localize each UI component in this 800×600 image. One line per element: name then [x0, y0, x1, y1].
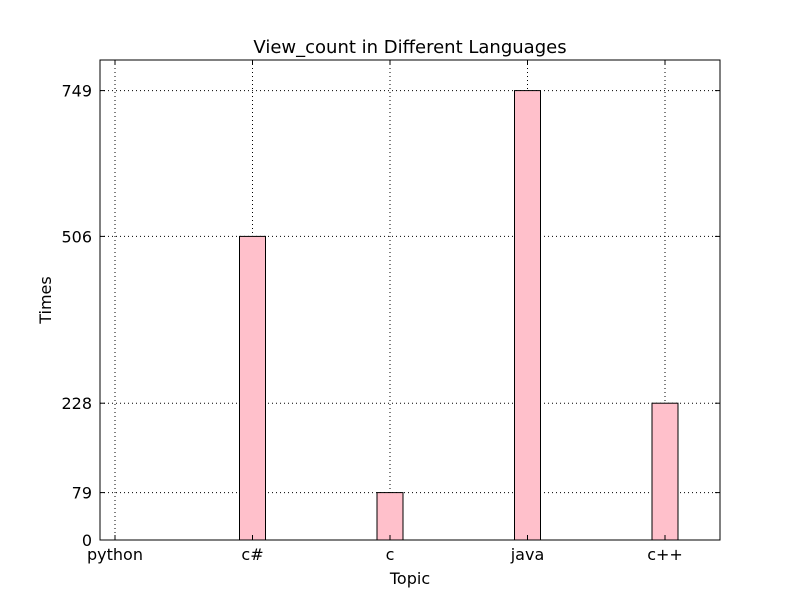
x-tick-label: java: [510, 545, 545, 564]
x-tick-label: python: [87, 545, 143, 564]
bar-c++: [651, 402, 679, 541]
x-tick-label: c++: [647, 545, 683, 564]
chart-title: View_count in Different Languages: [253, 37, 566, 58]
x-axis-label: Topic: [389, 569, 430, 588]
x-tick-label: c#: [241, 545, 263, 564]
bar-java: [514, 90, 541, 541]
bar-c#: [239, 235, 266, 541]
plot-frame: [99, 59, 721, 541]
y-tick-label: 0: [82, 531, 92, 550]
y-tick-label: 79: [72, 484, 92, 503]
ticks: python c# c java c++ 0 79 228 506 749: [61, 60, 720, 564]
y-tick-label: 228: [61, 394, 92, 413]
x-tick-label: c: [386, 545, 395, 564]
bar-c: [376, 492, 404, 541]
y-tick-label: 506: [61, 227, 92, 246]
y-tick-label: 749: [61, 82, 92, 101]
y-axis-label: Times: [36, 276, 55, 325]
